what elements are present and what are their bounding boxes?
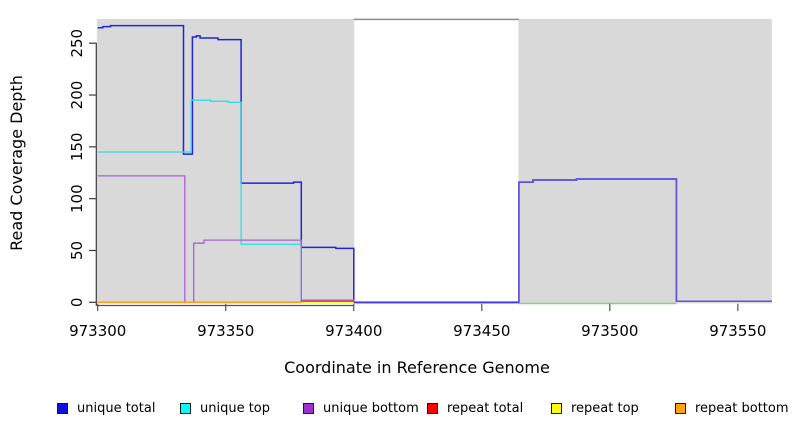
y-tick-label: 50 [68,241,86,260]
x-tick-label: 973450 [453,322,510,340]
y-axis-title: Read Coverage Depth [7,75,26,251]
legend-swatch-icon [57,402,68,414]
right-gray-region [518,19,772,304]
y-tick-label: 200 [68,81,86,110]
legend: unique total unique top unique bottom repea… [0,398,792,420]
series-line-unique-bottom [97,175,355,303]
legend-label: repeat top [571,400,639,416]
legend-swatch-icon [427,402,438,414]
legend-item-repeat-bottom: repeat bottom [675,398,789,418]
x-tick-label: 973550 [709,322,766,340]
x-tick-label: 973300 [69,322,126,340]
y-tick-label: 250 [68,29,86,58]
legend-label: repeat total [447,400,524,416]
legend-swatch-icon [180,402,191,414]
legend-label: unique total [77,400,156,416]
x-tick-label: 973350 [197,322,254,340]
legend-label: repeat bottom [695,400,789,416]
legend-item-repeat-top: repeat top [551,398,639,418]
x-axis-title: Coordinate in Reference Genome [284,358,550,377]
legend-label: unique top [200,400,271,416]
y-tick-label: 0 [68,298,86,308]
x-tick-label: 973500 [581,322,638,340]
left-gray-region [96,19,355,304]
legend-item-unique-total: unique total [57,398,155,418]
y-tick-label: 100 [68,184,86,213]
x-tick-label: 973400 [325,322,382,340]
legend-swatch-icon [303,402,314,414]
y-tick-label: 150 [68,133,86,162]
legend-swatch-icon [675,402,686,414]
legend-item-unique-bottom: unique bottom [303,398,419,418]
legend-item-repeat-total: repeat total [427,398,523,418]
legend-item-unique-top: unique top [180,398,270,418]
legend-swatch-icon [551,402,562,414]
unique-total-and-bottom-overlap-plateau [518,178,772,303]
legend-label: unique bottom [323,400,419,416]
